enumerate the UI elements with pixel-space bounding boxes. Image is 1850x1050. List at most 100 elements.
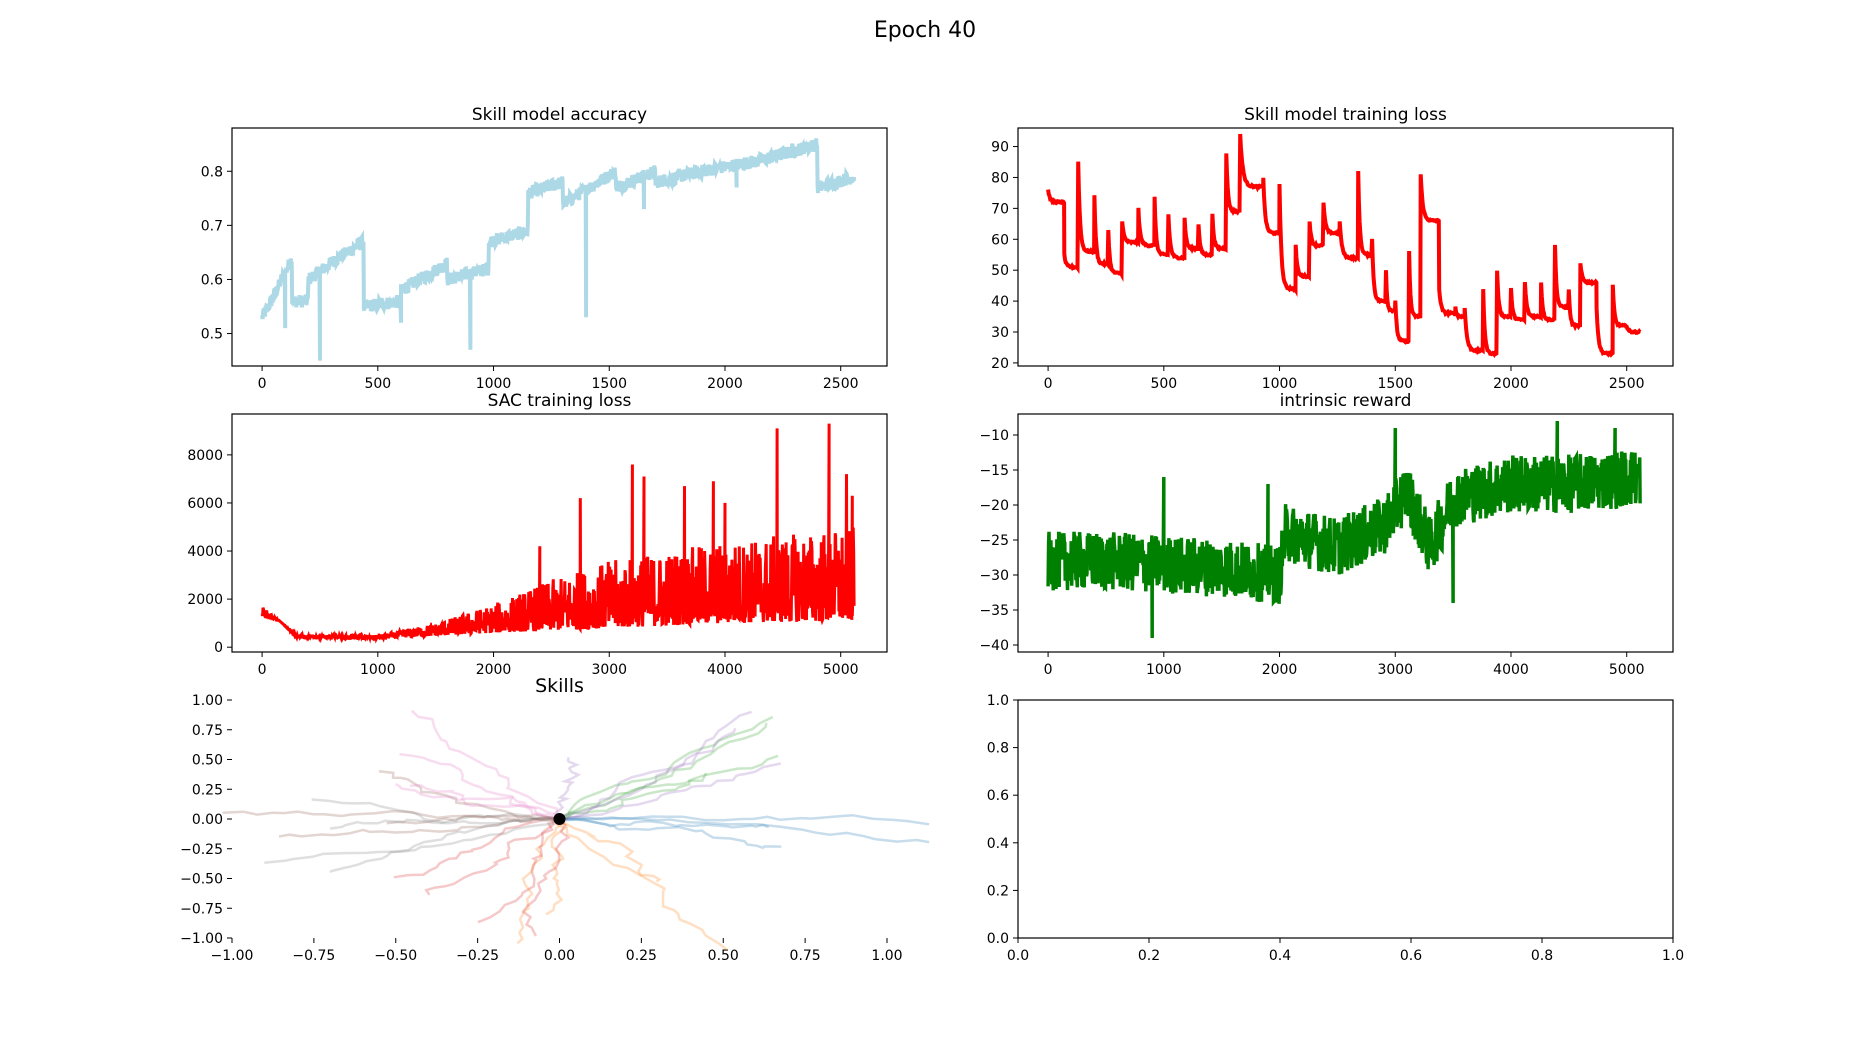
y-tick-label: −0.75 [180, 901, 223, 917]
skill-trajectory [386, 814, 561, 825]
x-tick-label: 0.00 [544, 948, 575, 964]
skill-trajectory [559, 772, 708, 821]
y-tick-label: 0 [214, 640, 223, 656]
x-tick-label: 1.0 [1662, 948, 1684, 964]
y-tick-label: 40 [991, 294, 1009, 310]
skill-trajectory [558, 818, 729, 952]
x-tick-label: 2000 [476, 662, 512, 678]
skill-trajectory [559, 817, 770, 829]
panel-intrinsic_reward: intrinsic reward 0 1000 2000 3000 4000 5000 −40… [979, 391, 1674, 678]
y-tick-label: 70 [991, 201, 1009, 217]
skill-trajectory [545, 818, 567, 916]
x-tick-label: 1000 [1262, 376, 1298, 392]
skill-trajectory [409, 783, 560, 821]
x-tick-label: 0 [258, 376, 267, 392]
x-tick-label: 1000 [360, 662, 396, 678]
skill-trajectory [477, 817, 560, 924]
figure-suptitle: Epoch 40 [874, 18, 976, 43]
x-tick-label: 500 [364, 376, 391, 392]
x-tick-label: 2500 [823, 376, 859, 392]
chart-title: Skill model accuracy [472, 105, 647, 125]
skill-trajectory [394, 782, 560, 821]
panel-skill_loss: Skill model training loss 0 500 1000 1500 200… [991, 105, 1674, 392]
x-tick-label: 4000 [1493, 662, 1529, 678]
x-tick-label: 0.8 [1531, 948, 1553, 964]
x-tick-label: −0.50 [374, 948, 417, 964]
x-tick-label: −1.00 [211, 948, 254, 964]
skill-trajectory [559, 722, 768, 821]
y-tick-label: 0.0 [987, 931, 1009, 947]
x-tick-label: 3000 [591, 662, 627, 678]
start-point [553, 813, 566, 825]
x-tick-label: 0.75 [790, 948, 821, 964]
y-tick-label: 1.00 [192, 693, 223, 709]
panel-sac_loss: SAC training loss 0 1000 2000 3000 4000 5000 0 2… [187, 391, 888, 678]
y-tick-label: −20 [979, 498, 1009, 514]
x-tick-label: 0.4 [1269, 948, 1291, 964]
chart-title: Skills [535, 675, 584, 697]
x-tick-label: 5000 [1609, 662, 1645, 678]
x-tick-label: 0.25 [626, 948, 657, 964]
skill-trajectory [410, 709, 561, 820]
y-tick-label: −0.25 [180, 842, 223, 858]
y-tick-label: −15 [979, 463, 1009, 479]
x-tick-label: 2000 [1493, 376, 1529, 392]
y-tick-label: −25 [979, 533, 1009, 549]
y-tick-label: −1.00 [180, 931, 223, 947]
x-tick-label: 5000 [823, 662, 859, 678]
axes-frame [231, 127, 888, 367]
skill-trajectory [558, 715, 774, 821]
skill-trajectory [558, 818, 662, 883]
y-tick-label: −0.50 [180, 872, 223, 888]
y-tick-label: 0.6 [987, 788, 1009, 804]
y-tick-label: 0.5 [201, 327, 223, 343]
skill-trajectory [521, 818, 571, 937]
x-tick-label: −0.75 [292, 948, 335, 964]
x-tick-label: 0 [1044, 662, 1053, 678]
y-tick-label: 0.25 [192, 782, 223, 798]
x-tick-label: 2000 [707, 376, 743, 392]
skill-trajectory [311, 798, 560, 825]
x-tick-label: 0 [1044, 376, 1053, 392]
x-tick-label: 4000 [707, 662, 743, 678]
panel-skills: Skills −1.00 −0.75 −0.50 −0.25 0.00 0.25 0.50 0.… [180, 675, 930, 964]
x-tick-label: 0.0 [1007, 948, 1029, 964]
skill-trajectory [559, 710, 753, 821]
y-tick-label: 50 [991, 263, 1009, 279]
skill-trajectory [559, 762, 782, 821]
x-tick-label: 0.50 [708, 948, 739, 964]
series-line [260, 423, 856, 644]
y-tick-label: −35 [979, 603, 1009, 619]
x-tick-label: 1000 [1146, 662, 1182, 678]
x-tick-label: −0.25 [456, 948, 499, 964]
y-tick-label: 20 [991, 356, 1009, 372]
y-tick-label: −10 [979, 428, 1009, 444]
skill-trajectory [329, 817, 560, 830]
skill-trajectory [393, 817, 560, 879]
y-tick-label: 90 [991, 140, 1009, 156]
skill-trajectory [559, 813, 930, 826]
x-tick-label: 2500 [1609, 376, 1645, 392]
y-tick-label: 30 [991, 325, 1009, 341]
skill-trajectory [424, 817, 560, 896]
y-tick-label: 1.0 [987, 693, 1009, 709]
y-tick-label: 0.00 [192, 812, 223, 828]
y-tick-label: 2000 [187, 592, 223, 608]
x-tick-label: 3000 [1377, 662, 1413, 678]
chart-title: intrinsic reward [1280, 391, 1412, 411]
y-tick-label: 0.4 [987, 836, 1009, 852]
x-tick-label: 0 [258, 662, 267, 678]
x-tick-label: 0.2 [1138, 948, 1160, 964]
y-tick-label: 8000 [187, 448, 223, 464]
y-tick-label: 0.8 [987, 741, 1009, 757]
y-tick-label: −30 [979, 568, 1009, 584]
axes-frame [1017, 127, 1674, 367]
x-tick-label: 1500 [1377, 376, 1413, 392]
chart-title: SAC training loss [488, 391, 632, 411]
panel-skill_acc: Skill model accuracy 0 500 1000 1500 2000 2500… [201, 105, 888, 392]
skill-trajectory [378, 769, 560, 821]
x-tick-label: 2000 [1262, 662, 1298, 678]
skill-trajectory [559, 815, 930, 844]
x-tick-label: 0.6 [1400, 948, 1422, 964]
